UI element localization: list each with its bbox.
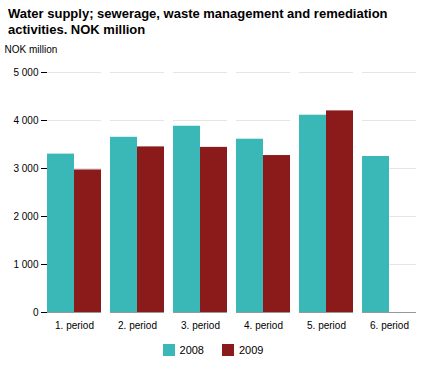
svg-text:3 000: 3 000 [13,163,38,174]
svg-text:1. period: 1. period [55,320,94,331]
svg-text:1 000: 1 000 [13,259,38,270]
svg-text:4. period: 4. period [244,320,283,331]
html-text:Water supply; sewerage, waste: Water supply; sewerage, waste management… [8,6,388,37]
svg-text:NOK million: NOK million [5,44,58,55]
svg-text:2 000: 2 000 [13,211,38,222]
svg-text:5. period: 5. period [307,320,346,331]
svg-text:3. period: 3. period [181,320,220,331]
svg-text:0: 0 [33,307,39,318]
svg-text:2. period: 2. period [118,320,157,331]
html-text:2009: 2009 [239,344,264,356]
svg-text:4 000: 4 000 [13,115,38,126]
svg-text:5 000: 5 000 [13,67,38,78]
svg-text:6. period: 6. period [370,320,409,331]
html-text:2008: 2008 [179,344,204,356]
